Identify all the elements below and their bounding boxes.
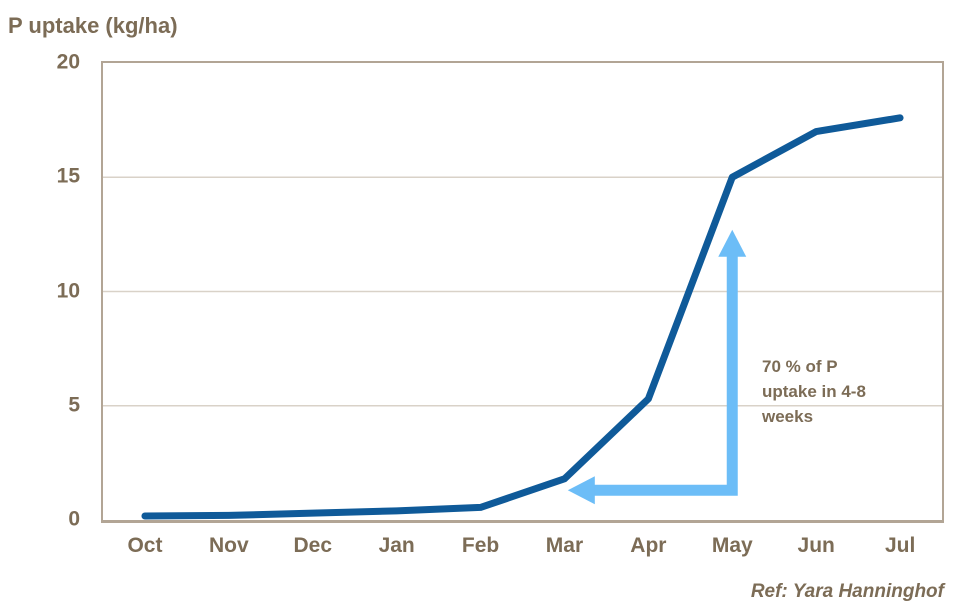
line-chart <box>103 114 942 520</box>
x-tick-label: May <box>711 534 753 557</box>
y-tick-label: 15 <box>56 164 80 188</box>
y-tick-label: 0 <box>68 507 80 531</box>
x-axis: Oct Nov Dec Jan Feb Mar Apr May Jun Jul <box>103 534 942 558</box>
y-tick-label: 20 <box>56 50 80 74</box>
chart-title: P uptake (kg/ha) <box>8 13 178 38</box>
annotation-text: 70 % of P uptake in 4-8 weeks <box>762 357 866 426</box>
y-tick-label: 10 <box>56 279 80 303</box>
x-tick-label: Apr <box>630 534 667 557</box>
x-tick-label: Feb <box>461 534 500 557</box>
arrow-head-up-icon <box>718 229 747 257</box>
reference-text: Ref: Yara Hanninghof <box>750 581 944 602</box>
plot-area <box>101 61 944 523</box>
x-tick-label: Nov <box>209 534 249 557</box>
x-tick-label: Jan <box>378 534 415 557</box>
arrow-head-left-icon <box>567 476 595 505</box>
p-uptake-line <box>141 114 904 520</box>
x-tick-label: Dec <box>293 534 333 557</box>
y-axis: 20 15 10 5 0 <box>0 0 88 612</box>
y-tick-label: 5 <box>68 393 80 417</box>
x-tick-label: Jun <box>797 534 835 557</box>
x-tick-label: Jul <box>884 534 916 557</box>
x-tick-label: Oct <box>127 534 163 557</box>
annotation-arrow-line <box>589 251 738 496</box>
x-tick-label: Mar <box>545 534 584 557</box>
